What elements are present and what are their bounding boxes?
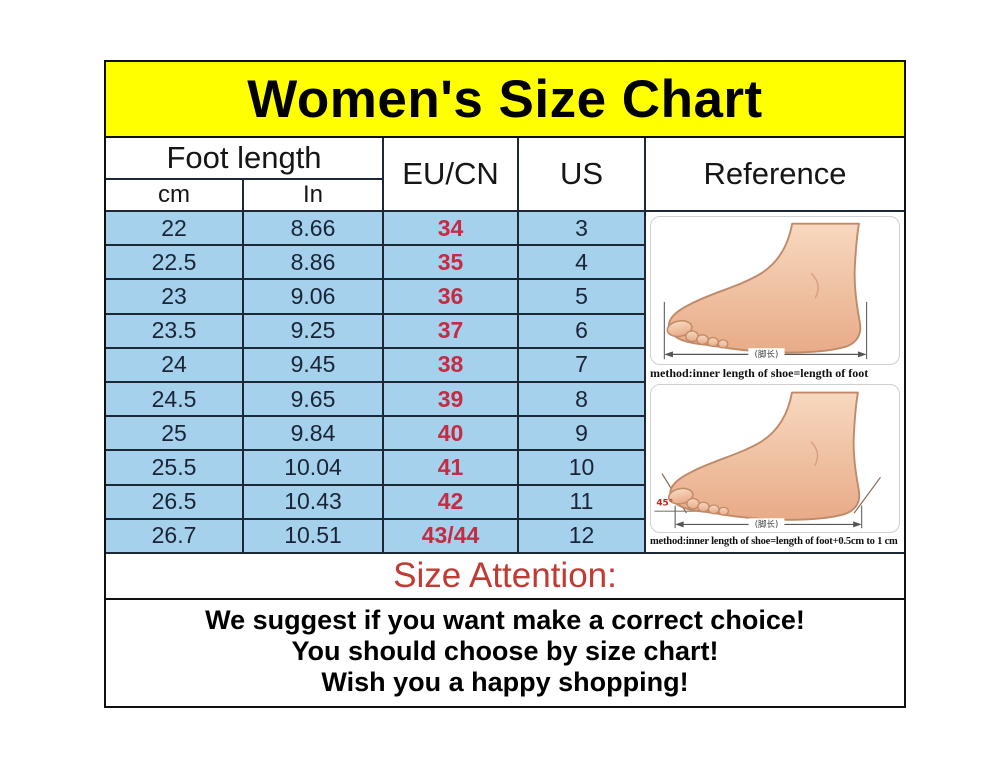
foot-side-view-illustration: (脚长) <box>663 222 868 360</box>
cell-eu-cn: 42 <box>384 485 519 520</box>
cell-cm: 22 <box>106 212 244 247</box>
note-line: We suggest if you want make a correct ch… <box>205 604 805 635</box>
cell-cm: 23.5 <box>106 314 244 349</box>
column-header-us: US <box>519 138 646 212</box>
cell-in: 9.06 <box>244 280 384 315</box>
shopping-notes: We suggest if you want make a correct ch… <box>106 599 904 706</box>
cell-cm: 24.5 <box>106 382 244 418</box>
foot-length-measure-label: (脚长) <box>755 519 779 529</box>
cell-in: 8.66 <box>244 212 384 247</box>
cell-eu-cn: 38 <box>384 348 519 383</box>
cell-cm: 26.5 <box>106 485 244 520</box>
foot-length-measure-label: (脚长) <box>754 348 778 360</box>
cell-cm: 26.7 <box>106 519 244 554</box>
cell-cm: 23 <box>106 280 244 315</box>
cell-in: 10.43 <box>244 485 384 520</box>
cell-eu-cn: 35 <box>384 246 519 281</box>
angle-45-label: 45° <box>656 499 673 509</box>
column-header-foot-length-group: Foot length cm In <box>106 138 384 212</box>
column-header-foot-length: Foot length <box>106 138 382 180</box>
foot-side-view-illustration-angled: 45° (脚长) <box>654 391 881 530</box>
size-chart: Women's Size Chart Foot length cm In EU/… <box>104 60 906 708</box>
reference-column: (脚长) method:inner length of shoe=length … <box>646 212 904 554</box>
cell-us: 5 <box>519 280 646 315</box>
cell-us: 9 <box>519 417 646 452</box>
cell-cm: 24 <box>106 348 244 383</box>
cell-cm: 22.5 <box>106 246 244 281</box>
column-header-cm: cm <box>106 179 244 210</box>
note-line: Wish you a happy shopping! <box>321 666 689 697</box>
foot-measure-figure-1: (脚长) <box>650 216 900 365</box>
cell-eu-cn: 43/44 <box>384 519 519 554</box>
cell-eu-cn: 40 <box>384 417 519 452</box>
cell-eu-cn: 36 <box>384 280 519 315</box>
cell-eu-cn: 39 <box>384 382 519 418</box>
cell-in: 9.65 <box>244 382 384 418</box>
cell-us: 4 <box>519 246 646 281</box>
cell-eu-cn: 34 <box>384 212 519 247</box>
cell-eu-cn: 37 <box>384 314 519 349</box>
cell-in: 9.45 <box>244 348 384 383</box>
cell-in: 8.86 <box>244 246 384 281</box>
cell-in: 9.25 <box>244 314 384 349</box>
cell-us: 12 <box>519 519 646 554</box>
column-header-in: In <box>302 180 323 208</box>
column-header-reference: Reference <box>646 138 904 212</box>
column-header-eu-cn: EU/CN <box>384 138 519 212</box>
cell-us: 11 <box>519 485 646 520</box>
note-line: You should choose by size chart! <box>291 635 719 666</box>
cell-us: 7 <box>519 348 646 383</box>
cell-cm: 25 <box>106 417 244 452</box>
figure-caption-1: method:inner length of shoe=length of fo… <box>650 365 869 380</box>
cell-in: 10.51 <box>244 519 384 554</box>
cell-us: 6 <box>519 314 646 349</box>
cell-us: 3 <box>519 212 646 247</box>
foot-measure-figure-2: 45° (脚长) <box>650 383 900 533</box>
figure-caption-2: method:inner length of shoe=length of fo… <box>650 535 898 547</box>
cell-in: 9.84 <box>244 417 384 452</box>
size-attention-heading: Size Attention: <box>106 553 904 600</box>
foot-length-subheaders: cm In <box>106 179 382 210</box>
cell-in: 10.04 <box>244 451 384 486</box>
chart-title: Women's Size Chart <box>106 62 904 138</box>
size-table: Foot length cm In EU/CN US Reference <box>106 138 904 554</box>
cell-us: 10 <box>519 451 646 486</box>
cell-us: 8 <box>519 382 646 418</box>
cell-cm: 25.5 <box>106 451 244 486</box>
cell-eu-cn: 41 <box>384 451 519 486</box>
